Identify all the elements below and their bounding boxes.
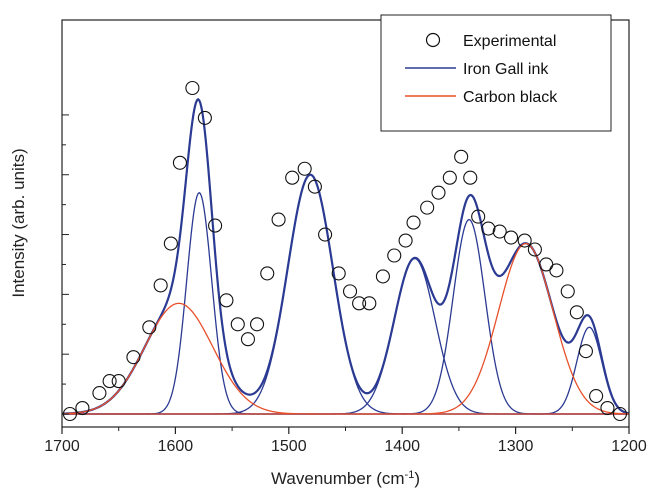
experimental-point	[285, 170, 300, 185]
legend: Experimental Iron Gall ink Carbon black	[380, 14, 612, 132]
experimental-point	[471, 209, 486, 224]
axis-ticks-layer	[61, 114, 630, 434]
experimental-point	[589, 389, 604, 404]
experimental-point	[527, 242, 542, 257]
experimental-point	[398, 233, 413, 248]
x-tick-label: 1200	[611, 438, 647, 455]
experimental-point	[612, 406, 627, 422]
experimental-point	[92, 386, 107, 401]
experimental-point	[549, 263, 564, 278]
experimental-point	[362, 296, 377, 311]
component-curves-layer	[61, 174, 630, 415]
experimental-point	[240, 332, 256, 347]
y-axis-title: Intensity (arb. units)	[9, 148, 28, 297]
carbon-black-band-1291	[62, 242, 630, 415]
experimental-point	[271, 212, 286, 227]
experimental-point	[163, 236, 178, 251]
x-tick-label: 1700	[44, 438, 80, 455]
x-tick-labels: 1700 1600 1500 1400 1300 1200	[44, 438, 647, 455]
experimental-point	[406, 215, 421, 230]
experimental-point	[569, 305, 584, 320]
experimental-point	[260, 266, 275, 281]
x-axis-title-suffix: )	[414, 469, 420, 488]
experimental-point	[111, 374, 126, 389]
experimental-point	[481, 221, 496, 236]
experimental-point	[297, 161, 312, 176]
experimental-point	[219, 293, 234, 308]
x-tick-label: 1400	[384, 438, 420, 455]
experimental-point	[342, 284, 358, 299]
experimental-point	[307, 179, 322, 194]
experimental-point	[185, 80, 200, 96]
experimental-point	[102, 374, 117, 389]
legend-carbon-black-label: Carbon black	[463, 89, 558, 106]
experimental-point	[504, 230, 519, 245]
legend-experimental-label: Experimental	[463, 33, 556, 50]
legend-experimental-marker	[425, 32, 441, 48]
experimental-point	[352, 296, 367, 311]
experimental-point	[442, 170, 457, 185]
x-axis-title-main: Wavenumber (cm	[271, 469, 405, 488]
x-axis-title: Wavenumber (cm-1)	[271, 469, 420, 488]
experimental-point	[249, 317, 265, 332]
experimental-point	[142, 320, 157, 335]
x-tick-label: 1300	[498, 438, 534, 455]
experimental-point	[75, 400, 90, 416]
experimental-point	[517, 233, 532, 248]
experimental-point	[208, 218, 223, 233]
experimental-point	[318, 227, 333, 242]
experimental-point	[560, 284, 575, 299]
x-axis-title-sup: -1	[405, 469, 415, 481]
experimental-point	[387, 248, 402, 263]
experimental-point	[431, 185, 446, 200]
x-tick-label: 1600	[158, 438, 194, 455]
experimental-point	[172, 155, 187, 170]
experimental-point	[454, 149, 469, 164]
x-tick-label: 1500	[271, 438, 307, 455]
experimental-point	[463, 170, 478, 185]
experimental-point	[578, 344, 593, 359]
experimental-point	[126, 350, 141, 365]
legend-box	[380, 14, 612, 132]
experimental-point	[600, 400, 615, 416]
experimental-point	[153, 278, 168, 293]
experimental-point	[375, 269, 390, 284]
experimental-point	[230, 317, 245, 332]
experimental-point	[420, 200, 435, 215]
experimental-point	[197, 110, 212, 125]
experimental-point	[492, 224, 507, 239]
experimental-point	[331, 266, 346, 281]
legend-iron-gall-label: Iron Gall ink	[463, 61, 549, 78]
